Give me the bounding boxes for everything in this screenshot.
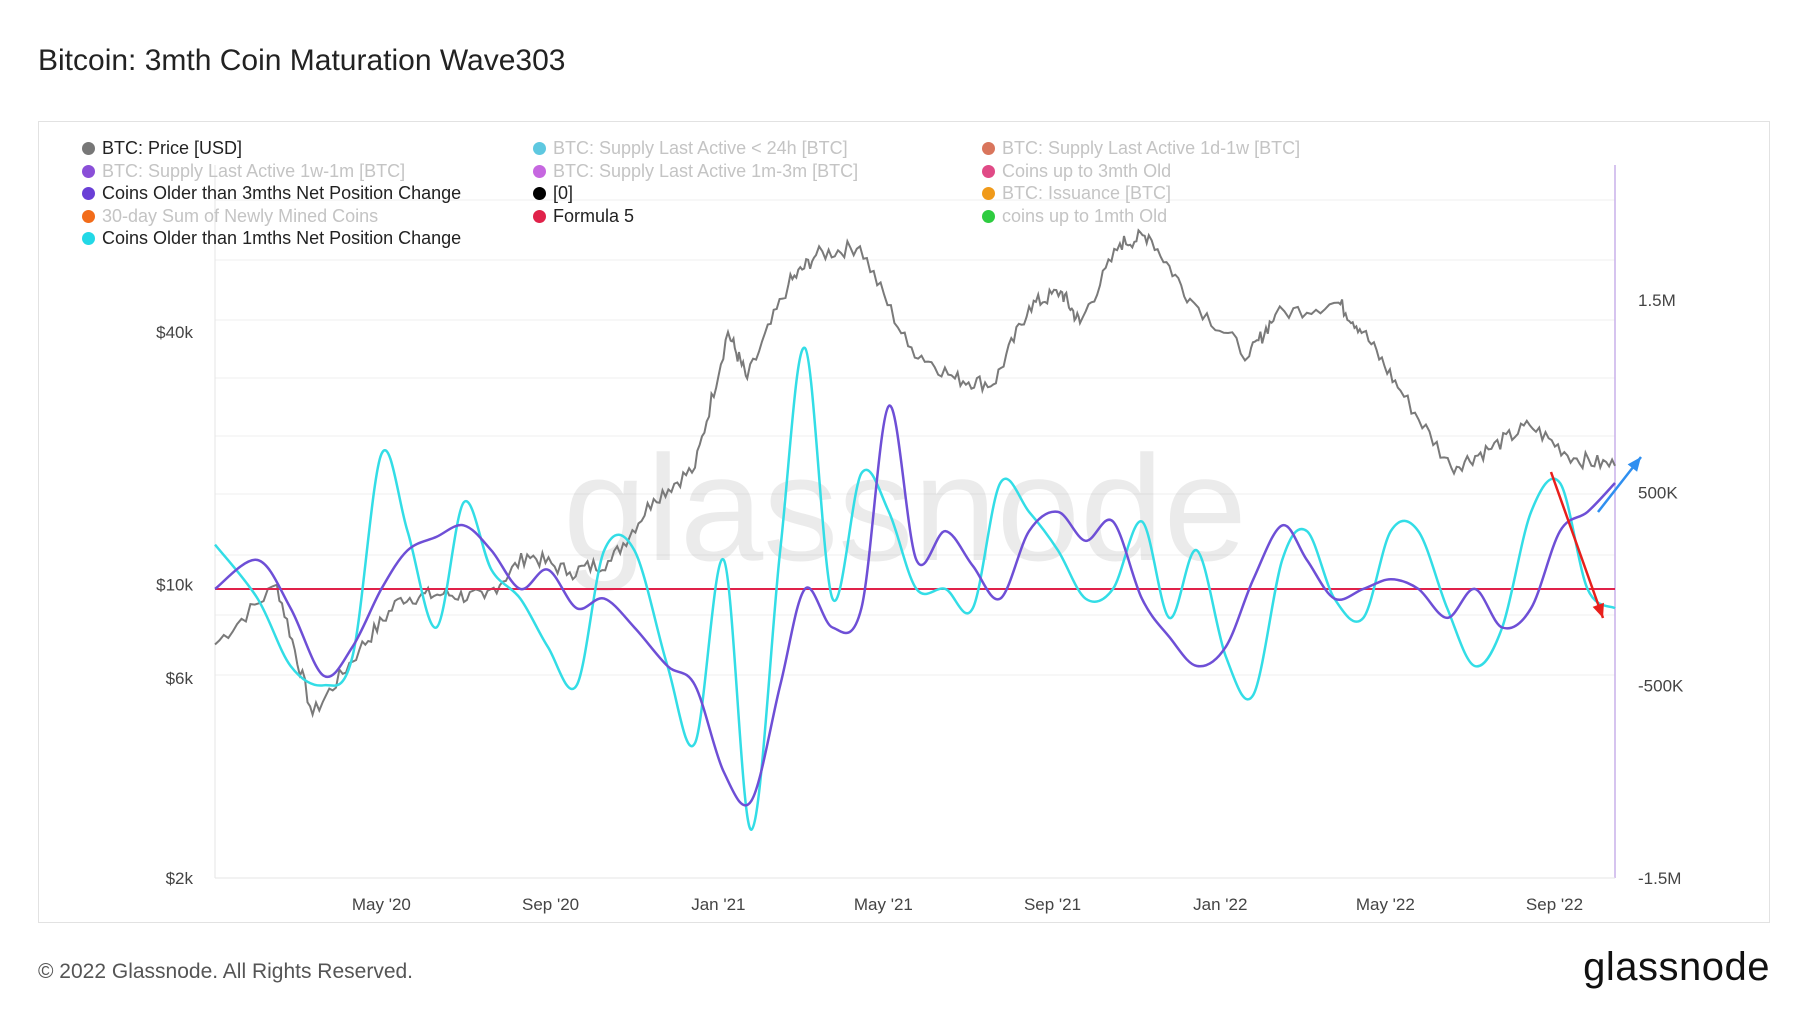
legend-item[interactable]: BTC: Supply Last Active < 24h [BTC] xyxy=(533,138,848,159)
x-tick-label: Sep '22 xyxy=(1526,895,1583,914)
x-tick-label: May '21 xyxy=(854,895,913,914)
legend-label: BTC: Supply Last Active 1m-3m [BTC] xyxy=(553,160,859,181)
y-left-tick-label: $10k xyxy=(156,576,193,595)
legend-label: [0] xyxy=(553,183,574,204)
x-tick-label: Sep '20 xyxy=(522,895,579,914)
y-right-tick-label: 500K xyxy=(1638,484,1678,503)
legend-label: Formula 5 xyxy=(553,205,635,226)
y-right-tick-label: -1.5M xyxy=(1638,869,1681,888)
chart-frame xyxy=(38,121,1770,923)
legend-item[interactable]: Formula 5 xyxy=(533,206,634,227)
legend-dot-icon xyxy=(82,232,95,246)
legend-dot-icon xyxy=(533,142,546,155)
legend-item[interactable]: Coins Older than 1mths Net Position Chan… xyxy=(82,228,461,249)
y-right-tick-label: 1.5M xyxy=(1638,291,1676,310)
y-left-tick-label: $6k xyxy=(166,669,194,688)
legend-item[interactable]: 30-day Sum of Newly Mined Coins xyxy=(82,206,378,227)
legend-item[interactable]: Coins up to 3mth Old xyxy=(982,161,1171,182)
legend-dot-icon xyxy=(533,209,546,223)
legend-label: BTC: Issuance [BTC] xyxy=(1002,183,1172,204)
x-tick-label: May '22 xyxy=(1356,895,1415,914)
legend-item[interactable]: coins up to 1mth Old xyxy=(982,206,1167,227)
legend-item[interactable]: Coins Older than 3mths Net Position Chan… xyxy=(82,183,461,204)
legend-dot-icon xyxy=(533,187,546,201)
glassnode-logo: glassnode xyxy=(1583,945,1770,989)
legend-item[interactable]: [0] xyxy=(533,183,573,204)
y-left-tick-label: $2k xyxy=(166,869,194,888)
legend-label: BTC: Supply Last Active 1w-1m [BTC] xyxy=(102,160,406,181)
legend-label: BTC: Price [USD] xyxy=(102,138,243,158)
legend-label: 30-day Sum of Newly Mined Coins xyxy=(102,205,379,226)
legend-label: Coins Older than 1mths Net Position Chan… xyxy=(102,228,462,249)
legend-dot-icon xyxy=(982,142,995,155)
legend-dot-icon xyxy=(82,142,95,155)
x-tick-label: May '20 xyxy=(352,895,411,914)
legend-dot-icon xyxy=(982,209,995,223)
chart-title: Bitcoin: 3mth Coin Maturation Wave303 xyxy=(38,44,566,77)
legend-dot-icon xyxy=(82,164,95,178)
red-arrow-annotation xyxy=(1549,471,1605,619)
footer-copyright: © 2022 Glassnode. All Rights Reserved. xyxy=(38,960,414,983)
blue-arrow-annotation xyxy=(1597,456,1642,513)
watermark: glassnode xyxy=(563,424,1247,592)
legend-dot-icon xyxy=(982,164,995,178)
series-coins-older-3m xyxy=(214,404,1616,807)
x-tick-label: Jan '21 xyxy=(691,895,745,914)
series-btc-price xyxy=(214,228,1616,719)
legend-item[interactable]: BTC: Supply Last Active 1w-1m [BTC] xyxy=(82,161,405,182)
legend-label: Coins Older than 3mths Net Position Chan… xyxy=(102,183,462,204)
legend-label: Coins up to 3mth Old xyxy=(1002,160,1172,181)
y-left-tick-label: $40k xyxy=(156,323,193,342)
legend-label: BTC: Supply Last Active < 24h [BTC] xyxy=(553,138,848,158)
legend-label: coins up to 1mth Old xyxy=(1002,205,1168,226)
legend-item[interactable]: BTC: Supply Last Active 1m-3m [BTC] xyxy=(533,161,858,182)
legend-dot-icon xyxy=(82,209,95,223)
legend-item[interactable]: BTC: Price [USD] xyxy=(82,138,242,159)
y-right-tick-label: -500K xyxy=(1638,676,1684,695)
legend-item[interactable]: BTC: Supply Last Active 1d-1w [BTC] xyxy=(982,138,1300,159)
legend-dot-icon xyxy=(533,164,546,178)
x-tick-label: Jan '22 xyxy=(1193,895,1247,914)
legend-item[interactable]: BTC: Issuance [BTC] xyxy=(982,183,1171,204)
legend-dot-icon xyxy=(82,187,95,201)
legend-label: BTC: Supply Last Active 1d-1w [BTC] xyxy=(1002,138,1301,158)
series-coins-older-1m xyxy=(214,346,1616,832)
legend-dot-icon xyxy=(982,187,995,201)
x-tick-label: Sep '21 xyxy=(1024,895,1081,914)
